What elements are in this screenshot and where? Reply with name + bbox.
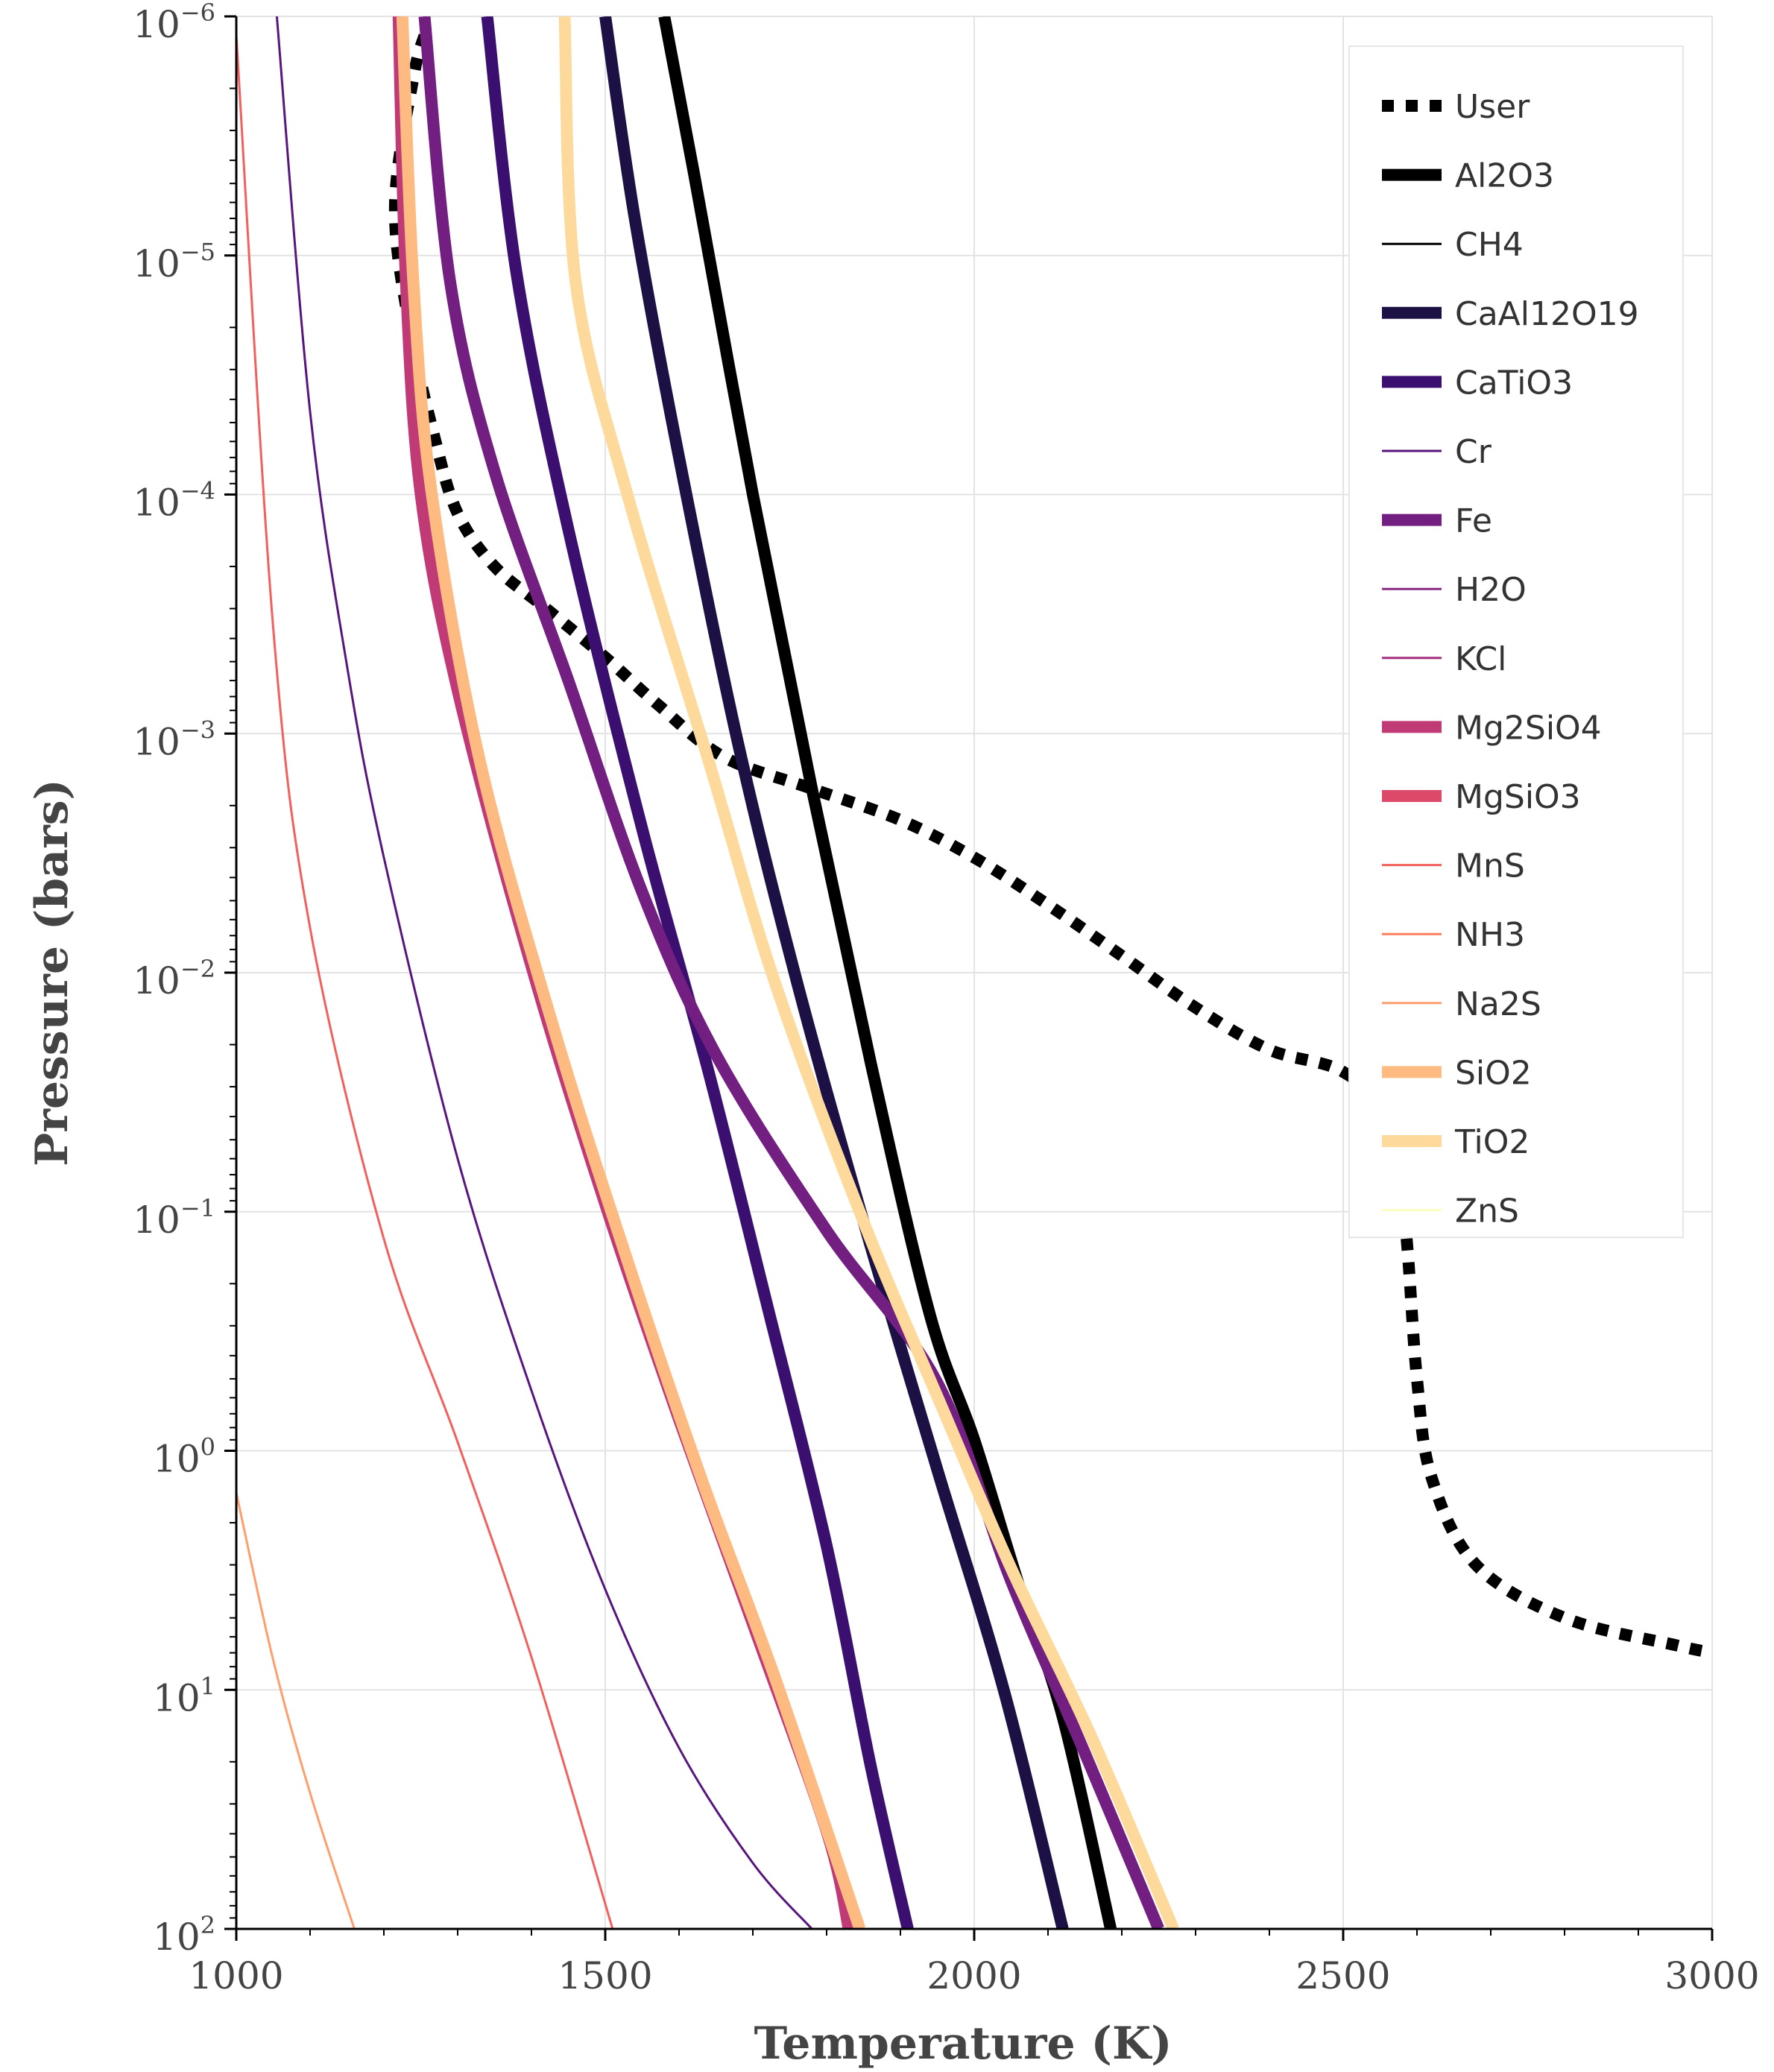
x-axis-title: Temperature (K) [754, 2018, 1172, 2070]
series-line-sio2 [396, 16, 866, 1929]
legend-label-h2o: H2O [1455, 571, 1527, 609]
legend-label-catio3: CaTiO3 [1455, 364, 1573, 402]
y-tick-label: 100 [153, 1433, 215, 1481]
x-tick-label: 2500 [1295, 1954, 1390, 1997]
series-line-tio2 [558, 16, 1179, 1929]
series-line-cr [275, 16, 813, 1929]
y-tick-label: 10−5 [133, 238, 215, 285]
legend-label-tio2: TiO2 [1454, 1123, 1530, 1161]
legend-label-nh3: NH3 [1455, 916, 1525, 954]
y-tick-label: 101 [153, 1672, 215, 1719]
legend-label-fe: Fe [1455, 502, 1492, 540]
series-line-fe [418, 16, 1164, 1929]
y-tick-label: 10−6 [133, 0, 215, 46]
legend-label-ch4: CH4 [1455, 226, 1524, 264]
legend-label-mns: MnS [1455, 847, 1525, 885]
axes: 1000 1500 2000 2500 3000 10−6 10−5 10−4 10−3 10−2… [133, 0, 1759, 1997]
legend-label-caal12o19: CaAl12O19 [1455, 295, 1639, 333]
legend-label-na2s: Na2S [1455, 985, 1541, 1023]
y-axis-title: Pressure (bars) [26, 779, 78, 1166]
series-line-na2s [236, 1492, 356, 1929]
y-tick-label: 10−1 [133, 1194, 215, 1242]
legend-label-sio2: SiO2 [1455, 1054, 1532, 1092]
series-lines [236, 16, 1712, 1929]
legend: User Al2O3 CH4 CaAl12O19 CaTiO3 Cr Fe H2O KCl Mg2… [1348, 45, 1684, 1239]
legend-label-kcl: KCl [1455, 640, 1506, 678]
legend-label-user: User [1455, 88, 1530, 126]
legend-label-mg2sio4: Mg2SiO4 [1455, 709, 1602, 747]
y-tick-label: 102 [153, 1911, 215, 1959]
series-line-catio3 [481, 16, 914, 1929]
y-tick-label: 10−3 [133, 716, 215, 763]
y-tick-label: 10−4 [133, 477, 215, 525]
legend-label-al2o3: Al2O3 [1455, 157, 1554, 195]
x-tick-label: 3000 [1664, 1954, 1759, 1997]
x-tick-label: 1000 [189, 1954, 283, 1997]
series-line-caal12o19 [599, 16, 1069, 1929]
y-tick-label: 10−2 [133, 955, 215, 1002]
x-tick-label: 1500 [558, 1954, 652, 1997]
legend-label-mgsio3: MgSiO3 [1455, 778, 1581, 816]
series-line-mns [236, 35, 614, 1929]
x-tick-label: 2000 [927, 1954, 1021, 1997]
legend-label-cr: Cr [1455, 433, 1492, 471]
legend-label-zns: ZnS [1455, 1193, 1519, 1231]
